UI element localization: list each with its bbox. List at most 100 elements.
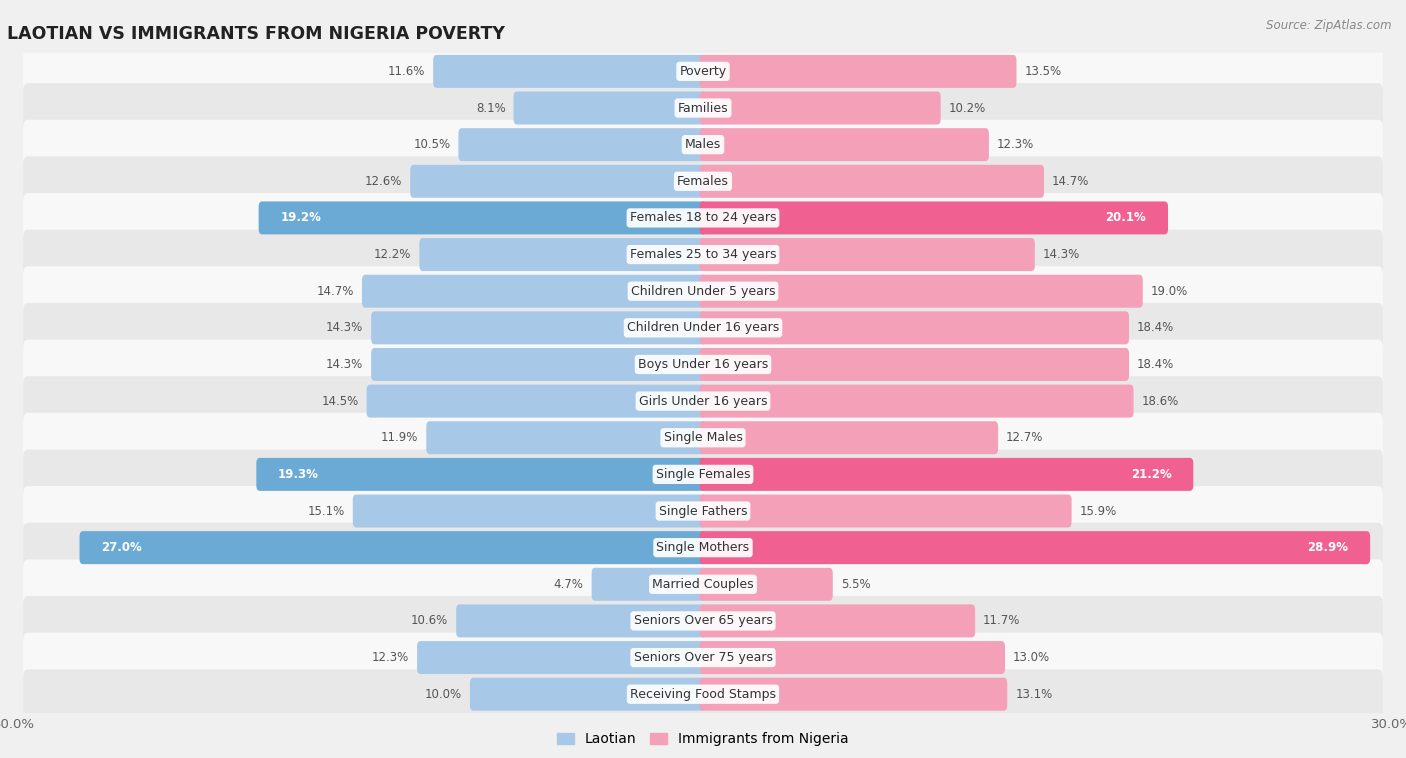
FancyBboxPatch shape <box>470 678 706 711</box>
Text: 10.0%: 10.0% <box>425 688 461 700</box>
Text: Females 18 to 24 years: Females 18 to 24 years <box>630 211 776 224</box>
FancyBboxPatch shape <box>700 678 1007 711</box>
Text: Children Under 5 years: Children Under 5 years <box>631 285 775 298</box>
Text: Females 25 to 34 years: Females 25 to 34 years <box>630 248 776 261</box>
Text: Seniors Over 75 years: Seniors Over 75 years <box>634 651 772 664</box>
FancyBboxPatch shape <box>700 164 1045 198</box>
Text: 15.1%: 15.1% <box>308 505 344 518</box>
Text: Single Males: Single Males <box>664 431 742 444</box>
FancyBboxPatch shape <box>24 413 1382 462</box>
FancyBboxPatch shape <box>24 83 1382 133</box>
FancyBboxPatch shape <box>700 312 1129 344</box>
Legend: Laotian, Immigrants from Nigeria: Laotian, Immigrants from Nigeria <box>551 727 855 752</box>
FancyBboxPatch shape <box>24 596 1382 646</box>
FancyBboxPatch shape <box>700 604 976 637</box>
Text: 21.2%: 21.2% <box>1130 468 1171 481</box>
Text: Seniors Over 65 years: Seniors Over 65 years <box>634 615 772 628</box>
FancyBboxPatch shape <box>592 568 706 601</box>
FancyBboxPatch shape <box>361 274 706 308</box>
FancyBboxPatch shape <box>353 494 706 528</box>
Text: Single Mothers: Single Mothers <box>657 541 749 554</box>
Text: 5.5%: 5.5% <box>841 578 870 590</box>
FancyBboxPatch shape <box>426 421 706 454</box>
FancyBboxPatch shape <box>24 633 1382 682</box>
FancyBboxPatch shape <box>24 486 1382 536</box>
FancyBboxPatch shape <box>419 238 706 271</box>
FancyBboxPatch shape <box>24 46 1382 96</box>
FancyBboxPatch shape <box>24 559 1382 609</box>
Text: 12.6%: 12.6% <box>364 175 402 188</box>
Text: 12.3%: 12.3% <box>997 138 1035 151</box>
Text: 8.1%: 8.1% <box>475 102 506 114</box>
Text: 18.6%: 18.6% <box>1142 395 1178 408</box>
Text: Single Females: Single Females <box>655 468 751 481</box>
Text: 11.6%: 11.6% <box>388 65 425 78</box>
FancyBboxPatch shape <box>456 604 706 637</box>
FancyBboxPatch shape <box>700 128 988 161</box>
FancyBboxPatch shape <box>418 641 706 674</box>
Text: LAOTIAN VS IMMIGRANTS FROM NIGERIA POVERTY: LAOTIAN VS IMMIGRANTS FROM NIGERIA POVER… <box>7 25 505 43</box>
FancyBboxPatch shape <box>700 348 1129 381</box>
FancyBboxPatch shape <box>700 55 1017 88</box>
Text: 14.3%: 14.3% <box>1043 248 1080 261</box>
FancyBboxPatch shape <box>259 202 706 234</box>
FancyBboxPatch shape <box>80 531 706 564</box>
FancyBboxPatch shape <box>256 458 706 491</box>
FancyBboxPatch shape <box>700 421 998 454</box>
Text: Girls Under 16 years: Girls Under 16 years <box>638 395 768 408</box>
Text: 13.1%: 13.1% <box>1015 688 1053 700</box>
Text: 15.9%: 15.9% <box>1080 505 1116 518</box>
FancyBboxPatch shape <box>24 669 1382 719</box>
FancyBboxPatch shape <box>700 384 1133 418</box>
Text: 4.7%: 4.7% <box>554 578 583 590</box>
FancyBboxPatch shape <box>700 458 1194 491</box>
FancyBboxPatch shape <box>371 348 706 381</box>
FancyBboxPatch shape <box>24 449 1382 500</box>
FancyBboxPatch shape <box>700 202 1168 234</box>
Text: 14.3%: 14.3% <box>326 358 363 371</box>
Text: Males: Males <box>685 138 721 151</box>
Text: 14.3%: 14.3% <box>326 321 363 334</box>
Text: 13.5%: 13.5% <box>1025 65 1062 78</box>
FancyBboxPatch shape <box>371 312 706 344</box>
Text: 11.7%: 11.7% <box>983 615 1021 628</box>
FancyBboxPatch shape <box>700 568 832 601</box>
FancyBboxPatch shape <box>24 120 1382 170</box>
Text: 20.1%: 20.1% <box>1105 211 1146 224</box>
Text: 14.7%: 14.7% <box>1052 175 1090 188</box>
FancyBboxPatch shape <box>24 303 1382 352</box>
Text: 12.7%: 12.7% <box>1007 431 1043 444</box>
Text: Poverty: Poverty <box>679 65 727 78</box>
FancyBboxPatch shape <box>411 164 706 198</box>
Text: 12.2%: 12.2% <box>374 248 412 261</box>
Text: Boys Under 16 years: Boys Under 16 years <box>638 358 768 371</box>
FancyBboxPatch shape <box>24 523 1382 572</box>
Text: 18.4%: 18.4% <box>1137 321 1174 334</box>
FancyBboxPatch shape <box>24 193 1382 243</box>
FancyBboxPatch shape <box>700 238 1035 271</box>
Text: 10.5%: 10.5% <box>413 138 450 151</box>
Text: 13.0%: 13.0% <box>1012 651 1050 664</box>
FancyBboxPatch shape <box>458 128 706 161</box>
FancyBboxPatch shape <box>700 531 1369 564</box>
Text: 14.5%: 14.5% <box>322 395 359 408</box>
Text: 12.3%: 12.3% <box>371 651 409 664</box>
Text: 10.2%: 10.2% <box>949 102 986 114</box>
Text: Females: Females <box>678 175 728 188</box>
Text: Married Couples: Married Couples <box>652 578 754 590</box>
FancyBboxPatch shape <box>24 156 1382 206</box>
FancyBboxPatch shape <box>700 274 1143 308</box>
Text: 18.4%: 18.4% <box>1137 358 1174 371</box>
Text: 11.9%: 11.9% <box>381 431 418 444</box>
FancyBboxPatch shape <box>24 340 1382 390</box>
Text: Families: Families <box>678 102 728 114</box>
FancyBboxPatch shape <box>433 55 706 88</box>
Text: Single Fathers: Single Fathers <box>659 505 747 518</box>
FancyBboxPatch shape <box>700 92 941 124</box>
Text: Receiving Food Stamps: Receiving Food Stamps <box>630 688 776 700</box>
Text: 27.0%: 27.0% <box>101 541 142 554</box>
FancyBboxPatch shape <box>513 92 706 124</box>
FancyBboxPatch shape <box>24 376 1382 426</box>
Text: Children Under 16 years: Children Under 16 years <box>627 321 779 334</box>
Text: 19.3%: 19.3% <box>278 468 319 481</box>
